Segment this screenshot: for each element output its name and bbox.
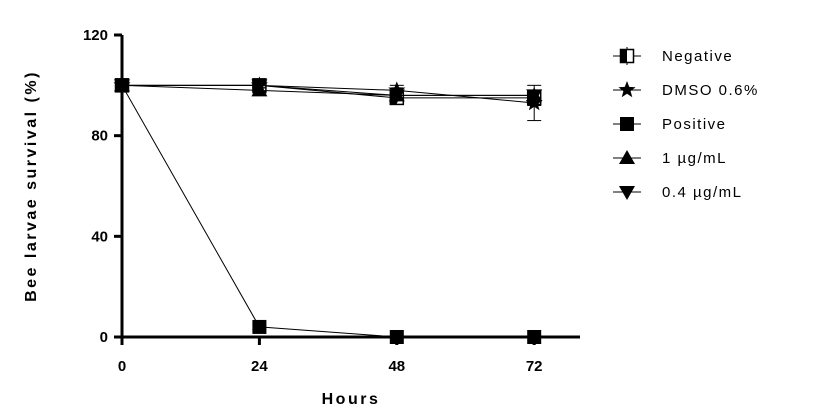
x-tick-label: 72 [526, 358, 543, 375]
legend-label: 0.4 µg/mL [662, 184, 743, 201]
series-layer [113, 76, 543, 344]
series-line [121, 85, 535, 338]
data-point [526, 89, 543, 104]
legend-item: Negative [613, 47, 733, 65]
x-tick-label: 24 [251, 358, 268, 375]
legend-item: 0.4 µg/mL [613, 184, 743, 201]
series-0-4-g-ml [114, 79, 543, 104]
legend-marker [618, 81, 636, 98]
legend-item: 1 µg/mL [613, 150, 727, 167]
x-tick-label: 48 [388, 358, 405, 375]
y-tick-label: 120 [83, 27, 108, 44]
legend-label: Negative [662, 48, 733, 65]
y-tick-label: 80 [91, 128, 108, 145]
legend-label: Positive [662, 116, 727, 133]
data-point [252, 319, 267, 334]
series-positive [115, 78, 542, 344]
legend-marker [619, 150, 635, 164]
y-tick-label: 0 [100, 329, 108, 346]
data-point [251, 79, 268, 94]
ticks-layer: 0 40 80 120 0 24 48 72 [83, 27, 543, 375]
data-point [388, 89, 405, 104]
x-tick-label: 0 [118, 358, 126, 375]
series-negative [114, 78, 542, 106]
legend-item: Positive [613, 116, 727, 133]
legend-marker [619, 48, 635, 64]
series-dmso-0-6 [113, 76, 543, 122]
x-axis-title: Hours [322, 391, 381, 408]
y-tick-label: 40 [91, 228, 108, 245]
y-axis-title: Bee larvae survival (%) [23, 70, 40, 302]
legend-label: DMSO 0.6% [662, 82, 759, 99]
legend: Negative DMSO 0.6% Positive 1 µg/mL 0.4 µg/m… [613, 47, 759, 201]
legend-marker [620, 117, 634, 131]
series-line [122, 84, 535, 96]
legend-marker [619, 186, 635, 200]
legend-label: 1 µg/mL [662, 150, 727, 167]
legend-item: DMSO 0.6% [613, 81, 759, 99]
